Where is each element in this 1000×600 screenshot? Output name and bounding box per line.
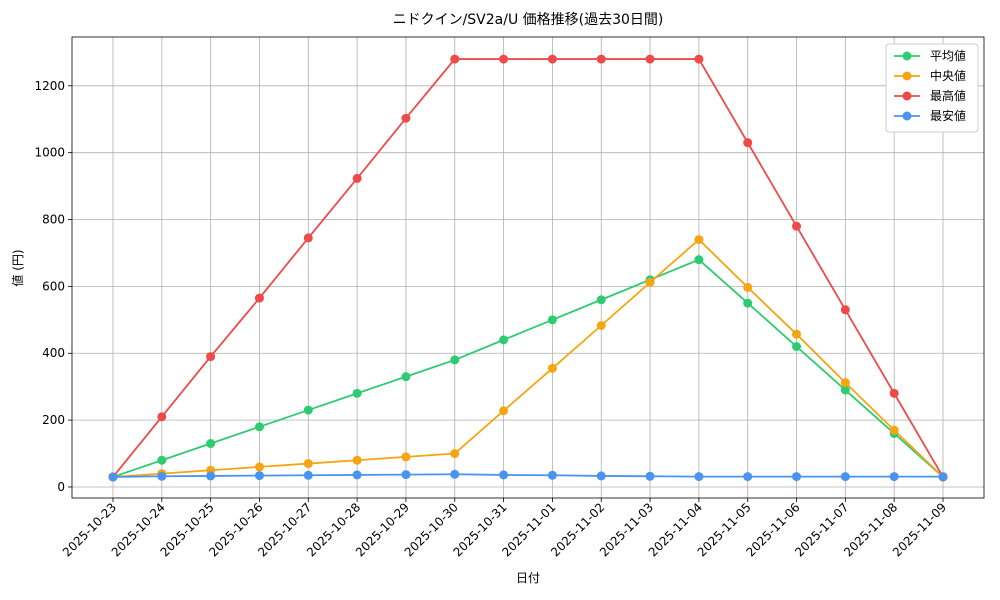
- data-point: [840, 305, 850, 315]
- legend-marker: [902, 51, 912, 61]
- legend-label: 最高値: [930, 88, 966, 103]
- data-point: [450, 449, 460, 459]
- data-point: [401, 452, 411, 462]
- data-point: [792, 221, 802, 231]
- y-tick-label: 1200: [34, 79, 65, 93]
- data-point: [889, 425, 899, 435]
- data-point: [401, 470, 411, 480]
- legend-label: 中央値: [930, 68, 966, 83]
- data-point: [743, 472, 753, 482]
- data-point: [792, 329, 802, 339]
- data-point: [401, 113, 411, 123]
- data-point: [450, 355, 460, 365]
- data-point: [743, 282, 753, 292]
- data-point: [206, 471, 216, 481]
- series-line: [112, 238, 944, 478]
- data-point: [450, 54, 460, 64]
- data-point: [938, 472, 948, 482]
- data-point: [694, 54, 704, 64]
- y-tick-label: 1000: [34, 146, 65, 160]
- data-point: [303, 459, 313, 469]
- data-point: [596, 295, 606, 305]
- data-point: [254, 462, 264, 472]
- data-point: [401, 372, 411, 382]
- legend-marker: [902, 71, 912, 81]
- data-point: [254, 471, 264, 481]
- y-tick-label: 400: [42, 346, 65, 360]
- legend-label: 平均値: [930, 48, 966, 63]
- data-point: [547, 315, 557, 325]
- data-point: [303, 405, 313, 415]
- data-point: [303, 470, 313, 480]
- y-tick-label: 200: [42, 413, 65, 427]
- data-point: [157, 471, 167, 481]
- data-point: [499, 406, 509, 416]
- data-point: [645, 54, 655, 64]
- data-point: [352, 470, 362, 480]
- y-tick-label: 0: [57, 480, 65, 494]
- data-point: [352, 455, 362, 465]
- data-point: [840, 472, 850, 482]
- data-point: [694, 472, 704, 482]
- chart-title: ニドクイン/SV2a/U 価格推移(過去30日間): [393, 12, 664, 28]
- data-point: [547, 363, 557, 373]
- y-tick-label: 600: [42, 279, 65, 293]
- series-line: [112, 473, 943, 478]
- data-point: [206, 439, 216, 449]
- legend-marker: [902, 111, 912, 121]
- data-point: [303, 233, 313, 243]
- data-point: [547, 54, 557, 64]
- data-point: [840, 378, 850, 388]
- data-point: [206, 352, 216, 362]
- data-point: [596, 321, 606, 331]
- data-point: [108, 472, 118, 482]
- data-point: [743, 298, 753, 308]
- data-point: [694, 235, 704, 245]
- data-point: [254, 422, 264, 432]
- series-line: [112, 258, 944, 478]
- data-point: [694, 255, 704, 265]
- data-point: [499, 54, 509, 64]
- data-point: [157, 412, 167, 422]
- y-tick-label: 800: [42, 213, 65, 227]
- data-point: [352, 173, 362, 183]
- data-point: [596, 471, 606, 481]
- data-point: [840, 385, 850, 395]
- plot-frame: [71, 36, 985, 499]
- data-point: [596, 54, 606, 64]
- x-axis-label: 日付: [516, 571, 540, 585]
- data-point: [499, 335, 509, 345]
- data-point: [450, 469, 460, 479]
- data-point: [645, 277, 655, 287]
- data-point: [889, 472, 899, 482]
- data-point: [792, 342, 802, 352]
- legend-marker: [902, 91, 912, 101]
- data-point: [499, 470, 509, 480]
- legend-label: 最安値: [930, 108, 966, 123]
- data-point: [352, 388, 362, 398]
- data-point: [645, 471, 655, 481]
- data-point: [254, 293, 264, 303]
- data-point: [792, 472, 802, 482]
- y-axis-label: 値 (円): [10, 249, 25, 286]
- data-point: [547, 470, 557, 480]
- series-line: [112, 58, 944, 478]
- data-point: [743, 138, 753, 148]
- data-point: [157, 455, 167, 465]
- data-point: [889, 388, 899, 398]
- legend-box: [885, 43, 979, 133]
